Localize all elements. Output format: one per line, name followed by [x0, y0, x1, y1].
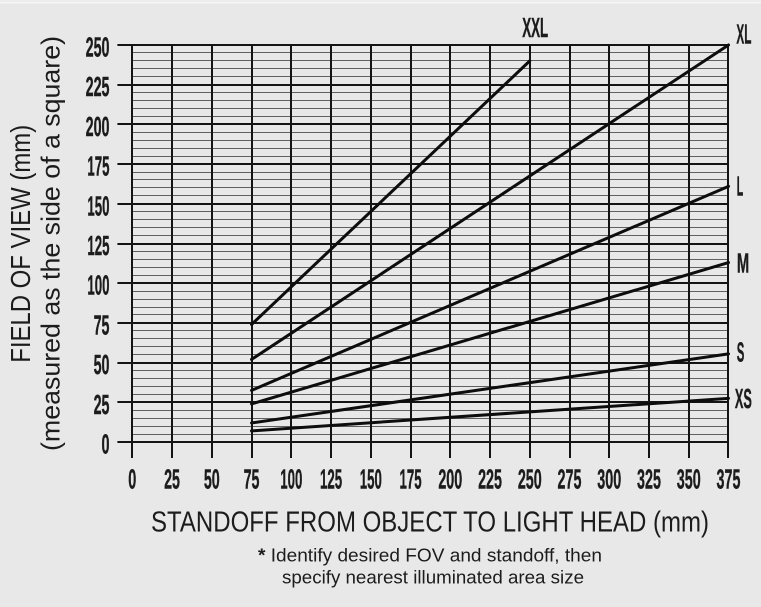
svg-text:350: 350	[677, 463, 701, 494]
svg-text:75: 75	[244, 463, 260, 494]
svg-text:XXL: XXL	[522, 12, 548, 43]
svg-text:M: M	[737, 248, 749, 279]
svg-text:S: S	[737, 337, 745, 368]
svg-text:100: 100	[280, 463, 302, 494]
svg-text:250: 250	[518, 463, 542, 494]
svg-text:375: 375	[717, 463, 741, 494]
svg-text:XS: XS	[735, 383, 752, 414]
svg-text:150: 150	[360, 463, 382, 494]
svg-text:50: 50	[94, 349, 110, 380]
svg-text:200: 200	[86, 111, 110, 142]
svg-text:specify nearest illuminated ar: specify nearest illuminated area size	[282, 568, 584, 588]
svg-text:* Identify desired FOV and sta: * Identify desired FOV and standoff, the…	[258, 546, 602, 566]
svg-text:0: 0	[102, 429, 110, 460]
svg-text:150: 150	[87, 190, 109, 221]
svg-text:175: 175	[399, 463, 421, 494]
svg-text:200: 200	[438, 463, 462, 494]
svg-text:325: 325	[637, 463, 661, 494]
svg-text:175: 175	[87, 151, 109, 182]
svg-text:L: L	[737, 170, 744, 201]
svg-text:225: 225	[86, 71, 110, 102]
svg-text:FIELD OF VIEW (mm): FIELD OF VIEW (mm)	[5, 125, 36, 363]
svg-text:50: 50	[204, 463, 220, 494]
svg-text:225: 225	[478, 463, 502, 494]
svg-text:(measured as the side of a squ: (measured as the side of a square)	[36, 36, 66, 451]
svg-text:300: 300	[597, 463, 621, 494]
svg-text:0: 0	[128, 463, 136, 494]
svg-text:100: 100	[87, 270, 109, 301]
svg-text:STANDOFF FROM OBJECT TO LIGHT: STANDOFF FROM OBJECT TO LIGHT HEAD (mm)	[151, 507, 709, 539]
svg-text:25: 25	[94, 389, 110, 420]
svg-text:275: 275	[558, 463, 582, 494]
svg-text:XL: XL	[736, 18, 751, 49]
svg-text:75: 75	[94, 309, 110, 340]
svg-text:125: 125	[87, 230, 109, 261]
svg-text:250: 250	[86, 32, 110, 63]
svg-text:125: 125	[320, 463, 342, 494]
svg-text:25: 25	[164, 463, 180, 494]
